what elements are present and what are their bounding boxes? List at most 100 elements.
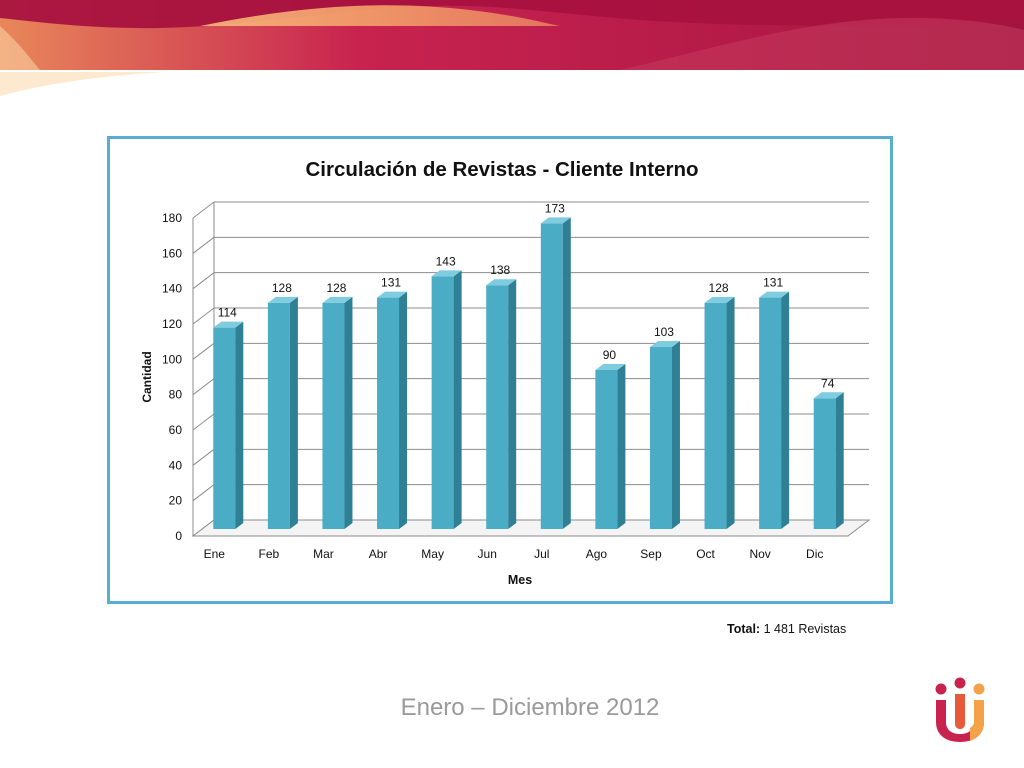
organization-logo <box>935 677 985 742</box>
y-tick-label: 120 <box>162 317 182 331</box>
gridline-side <box>192 448 215 466</box>
bar-front <box>595 370 618 529</box>
bar-top <box>377 291 408 298</box>
data-label: 128 <box>272 281 292 295</box>
x-tick-label: Sep <box>640 547 662 561</box>
chart-floor <box>191 519 871 537</box>
bar-front <box>267 302 290 529</box>
data-label: 114 <box>218 306 237 320</box>
x-tick-label: Feb <box>259 547 280 561</box>
y-tick-label: 100 <box>162 352 182 366</box>
bar-front <box>759 297 782 529</box>
bar-front <box>813 398 836 529</box>
bar-jul: 173 <box>540 201 571 529</box>
bar-front <box>486 285 509 529</box>
gridline-side <box>192 484 215 502</box>
gridline-side <box>192 378 215 396</box>
gridline-side <box>192 272 215 290</box>
bar-front <box>649 347 672 529</box>
bar-abr: 131 <box>377 276 408 529</box>
bar-top <box>322 296 353 303</box>
bar-side <box>344 296 353 529</box>
period-caption: Enero – Diciembre 2012 <box>400 694 660 721</box>
bar-side <box>617 364 626 529</box>
total-label: Total: <box>727 622 761 636</box>
bar-top <box>431 270 462 277</box>
bar-side <box>289 296 298 529</box>
y-axis-ticks: 0 20 40 60 80 100 120 140 160 180 <box>162 211 182 543</box>
y-tick-label: 0 <box>175 529 182 543</box>
y-tick-label: 40 <box>169 458 183 472</box>
bar-top <box>595 364 626 370</box>
bar-top <box>649 341 680 348</box>
x-axis-ticks: Ene Feb Mar Abr May Jun Jul Ago Sep Oct Nov Dic <box>204 547 824 561</box>
bar-side <box>453 270 462 529</box>
y-axis-label: Cantidad <box>140 351 154 402</box>
chart-title: Circulación de Revistas - Cliente Intern… <box>305 158 698 181</box>
y-tick-label: 140 <box>162 282 182 296</box>
gridline-side <box>192 413 215 431</box>
data-label: 90 <box>603 348 617 362</box>
data-label: 173 <box>545 201 565 215</box>
total-value: 1 481 Revistas <box>763 622 847 636</box>
bar-jun: 138 <box>486 263 517 529</box>
bar-front <box>377 297 400 529</box>
bar-top <box>486 279 517 286</box>
data-label: 128 <box>326 281 346 295</box>
x-tick-label: Ago <box>586 547 608 561</box>
x-tick-label: Jun <box>478 547 497 561</box>
bar-chart: Circulación de Revistas - Cliente Intern… <box>140 158 871 587</box>
x-tick-label: Nov <box>749 547 770 561</box>
bar-side <box>835 392 844 529</box>
bar-side <box>726 296 735 529</box>
bar-side <box>562 217 571 529</box>
y-tick-label: 60 <box>169 423 183 437</box>
gridline-side <box>192 342 215 360</box>
y-tick-label: 80 <box>169 388 183 402</box>
bar-ago: 90 <box>595 348 626 529</box>
data-label: 128 <box>709 281 729 295</box>
bar-top <box>267 296 298 303</box>
y-tick-label: 20 <box>169 494 183 508</box>
bar-top <box>813 392 844 399</box>
bar-side <box>235 321 244 529</box>
header-banner <box>0 0 1024 96</box>
total-summary: Total: 1 481 Revistas <box>727 622 907 636</box>
bar-top <box>759 291 790 298</box>
bar-side <box>671 341 680 529</box>
gridline-side <box>192 236 215 254</box>
chart-frame: Circulación de Revistas - Cliente Intern… <box>107 136 893 604</box>
bar-mar: 128 <box>322 281 353 529</box>
bar-may: 143 <box>431 254 462 529</box>
data-label: 138 <box>490 263 510 277</box>
bar-side <box>508 279 517 529</box>
data-label: 143 <box>436 254 456 268</box>
bar-front <box>431 276 454 529</box>
x-tick-label: Dic <box>806 547 823 561</box>
y-tick-label: 160 <box>162 246 182 260</box>
bar-side <box>781 291 790 529</box>
bar-front <box>704 302 727 529</box>
bar-sep: 103 <box>649 325 680 529</box>
bars: 114 128 128 131 143 138 173 90 103 128 131 74 <box>213 201 844 529</box>
bar-front <box>322 302 345 529</box>
gridline-side <box>192 307 215 325</box>
bar-top <box>213 321 244 328</box>
bar-side <box>399 291 408 529</box>
x-tick-label: Abr <box>369 547 388 561</box>
x-tick-label: Oct <box>696 547 715 561</box>
bar-nov: 131 <box>759 276 790 529</box>
data-label: 131 <box>763 276 783 290</box>
bar-dic: 74 <box>813 376 844 529</box>
x-axis-label: Mes <box>508 573 532 587</box>
gridline-side <box>192 201 215 219</box>
data-label: 103 <box>654 325 674 339</box>
data-label: 131 <box>381 276 401 290</box>
x-tick-label: Jul <box>534 547 549 561</box>
bar-ene: 114 <box>213 306 244 529</box>
x-tick-label: Ene <box>204 547 226 561</box>
bar-front <box>213 327 236 529</box>
bar-oct: 128 <box>704 281 735 529</box>
x-tick-label: Mar <box>313 547 334 561</box>
bar-front <box>540 223 563 529</box>
